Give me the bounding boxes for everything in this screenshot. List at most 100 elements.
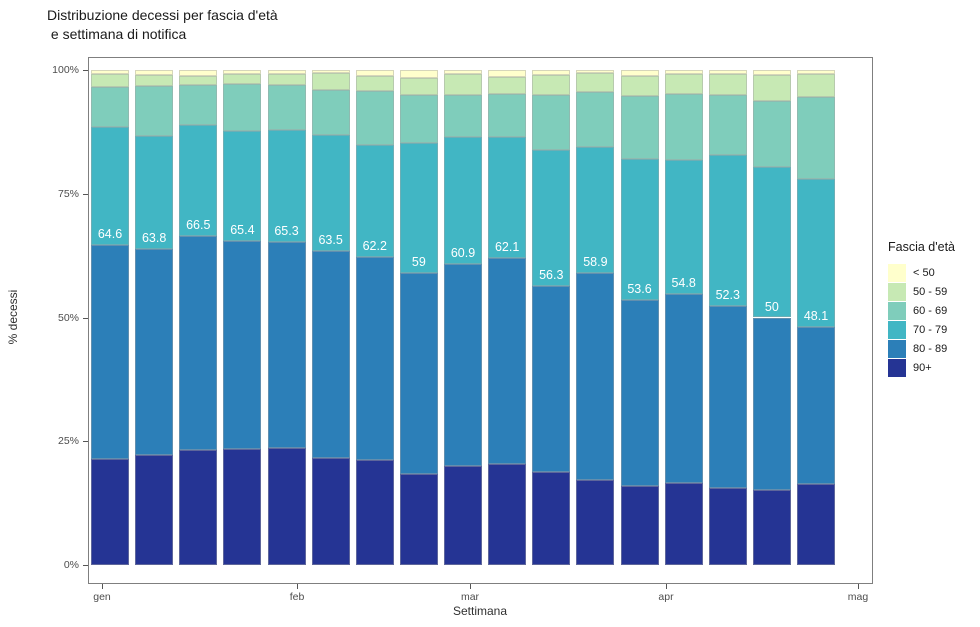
legend-item: 70 - 79 bbox=[888, 320, 955, 339]
bar-segment-70-79 bbox=[179, 125, 218, 236]
legend-key-swatch bbox=[888, 263, 906, 282]
bar-value-label: 60.9 bbox=[450, 245, 476, 260]
bar-value-label: 63.5 bbox=[318, 232, 343, 247]
bar-value-label: 58.9 bbox=[583, 255, 608, 270]
bar-segment-60-69 bbox=[267, 85, 306, 131]
bar-segment-50-59 bbox=[708, 74, 747, 96]
bar-segment-60-69 bbox=[223, 83, 262, 131]
bar-segment-70-79 bbox=[576, 147, 615, 274]
bar-segment-80-89 bbox=[311, 250, 350, 459]
bar-segment-50-59 bbox=[91, 74, 129, 87]
bar-segment-<50 bbox=[91, 70, 129, 75]
bar-segment-60-69 bbox=[311, 90, 350, 135]
bar-segment-70-79 bbox=[444, 136, 482, 264]
bar-segment-80-89 bbox=[797, 326, 835, 484]
bar-segment-70-79 bbox=[752, 166, 791, 318]
legend-items: < 50 50 - 59 60 - 69 70 - 79 80 - 89 90+ bbox=[888, 263, 955, 377]
bar-segment-<50 bbox=[179, 70, 218, 76]
bar-segment-60-69 bbox=[752, 101, 791, 167]
legend-item-label: 50 - 59 bbox=[913, 285, 948, 298]
legend-item: 50 - 59 bbox=[888, 282, 955, 301]
bar-segment-60-69 bbox=[488, 94, 527, 137]
legend-item-label: 80 - 89 bbox=[913, 342, 948, 355]
bar-segment-70-79 bbox=[620, 158, 659, 300]
legend-item: 80 - 89 bbox=[888, 339, 955, 358]
bar-segment-60-69 bbox=[797, 97, 835, 179]
bar-segment-70-79 bbox=[135, 135, 174, 250]
x-tick-mark bbox=[470, 584, 471, 589]
legend-item-label: < 50 bbox=[913, 266, 935, 279]
bar-segment-80-89 bbox=[223, 241, 262, 450]
legend-item-label: 70 - 79 bbox=[913, 323, 948, 336]
bar-segment-90+ bbox=[223, 449, 262, 565]
y-tick-mark bbox=[83, 70, 88, 71]
bar-segment-80-89 bbox=[267, 241, 306, 449]
legend-title: Fascia d'età bbox=[888, 240, 956, 254]
x-axis-title: Settimana bbox=[452, 604, 508, 618]
bar-value-label: 56.3 bbox=[539, 268, 564, 283]
legend-key-swatch bbox=[888, 358, 906, 377]
bar-segment-70-79 bbox=[223, 130, 262, 242]
y-tick-label: 75% bbox=[57, 187, 79, 200]
bar-segment-60-69 bbox=[532, 95, 571, 150]
bar-segment-<50 bbox=[708, 70, 747, 75]
bar-segment-70-79 bbox=[532, 149, 571, 287]
bar-segment-70-79 bbox=[267, 130, 306, 242]
bar-segment-50-59 bbox=[399, 77, 438, 96]
bar-value-label: 48.1 bbox=[803, 308, 829, 323]
bar-segment-90+ bbox=[664, 482, 703, 565]
bar-segment-80-89 bbox=[532, 286, 571, 472]
bar-segment-60-69 bbox=[664, 94, 703, 160]
bar-segment-70-79 bbox=[664, 159, 703, 294]
bar-value-label: 63.8 bbox=[141, 231, 167, 246]
chart-title: Distribuzione decessi per fascia d'età e… bbox=[47, 7, 278, 42]
bar-segment-50-59 bbox=[576, 72, 615, 92]
bar-value-label: 59 bbox=[411, 254, 426, 269]
bar-segment-<50 bbox=[399, 70, 438, 78]
bar-value-label: 62.1 bbox=[494, 239, 520, 254]
bar-segment-90+ bbox=[532, 471, 571, 565]
bar-segment-60-69 bbox=[444, 94, 482, 137]
bar-segment-90+ bbox=[620, 485, 659, 565]
bar-segment-<50 bbox=[576, 70, 615, 73]
bar-segment-60-69 bbox=[399, 95, 438, 143]
bar-segment-70-79 bbox=[91, 127, 129, 246]
bar-segment-70-79 bbox=[708, 155, 747, 307]
bar-value-label: 62.2 bbox=[362, 239, 387, 254]
legend-key-swatch bbox=[888, 301, 906, 320]
bar-segment-70-79 bbox=[399, 142, 438, 273]
bar-segment-50-59 bbox=[752, 75, 791, 102]
bar-segment-50-59 bbox=[444, 74, 482, 95]
bar-segment-70-79 bbox=[797, 178, 835, 327]
legend-key-swatch bbox=[888, 320, 906, 339]
bar-segment-90+ bbox=[752, 489, 791, 565]
bar-segment-60-69 bbox=[91, 86, 129, 128]
bar-value-label: 65.3 bbox=[274, 223, 299, 238]
bar-segment-90+ bbox=[488, 464, 527, 565]
legend-key-swatch bbox=[888, 339, 906, 358]
bar-segment-60-69 bbox=[576, 91, 615, 148]
bar-segment-<50 bbox=[664, 70, 703, 75]
bar-segment-80-89 bbox=[399, 272, 438, 474]
x-tick-mark bbox=[297, 584, 298, 589]
bar-segment-90+ bbox=[708, 487, 747, 565]
y-tick-label: 100% bbox=[52, 64, 79, 76]
bar-segment-50-59 bbox=[664, 74, 703, 95]
x-tick-label: feb bbox=[289, 591, 305, 603]
bar-segment-90+ bbox=[179, 450, 218, 565]
x-tick-label: mag bbox=[847, 591, 869, 603]
bar-segment-80-89 bbox=[752, 317, 791, 490]
bar-segment-<50 bbox=[311, 70, 350, 74]
bar-segment-<50 bbox=[752, 70, 791, 76]
bar-segment-50-59 bbox=[311, 73, 350, 91]
x-tick-label: gen bbox=[93, 591, 111, 603]
legend-item: 60 - 69 bbox=[888, 301, 955, 320]
bar-value-label: 54.8 bbox=[671, 275, 696, 290]
bar-segment-70-79 bbox=[488, 136, 527, 258]
bar-segment-90+ bbox=[355, 460, 394, 565]
x-tick-mark bbox=[666, 584, 667, 589]
bar-segment-70-79 bbox=[355, 144, 394, 258]
bar-segment-<50 bbox=[532, 70, 571, 76]
bar-segment-<50 bbox=[223, 70, 262, 75]
